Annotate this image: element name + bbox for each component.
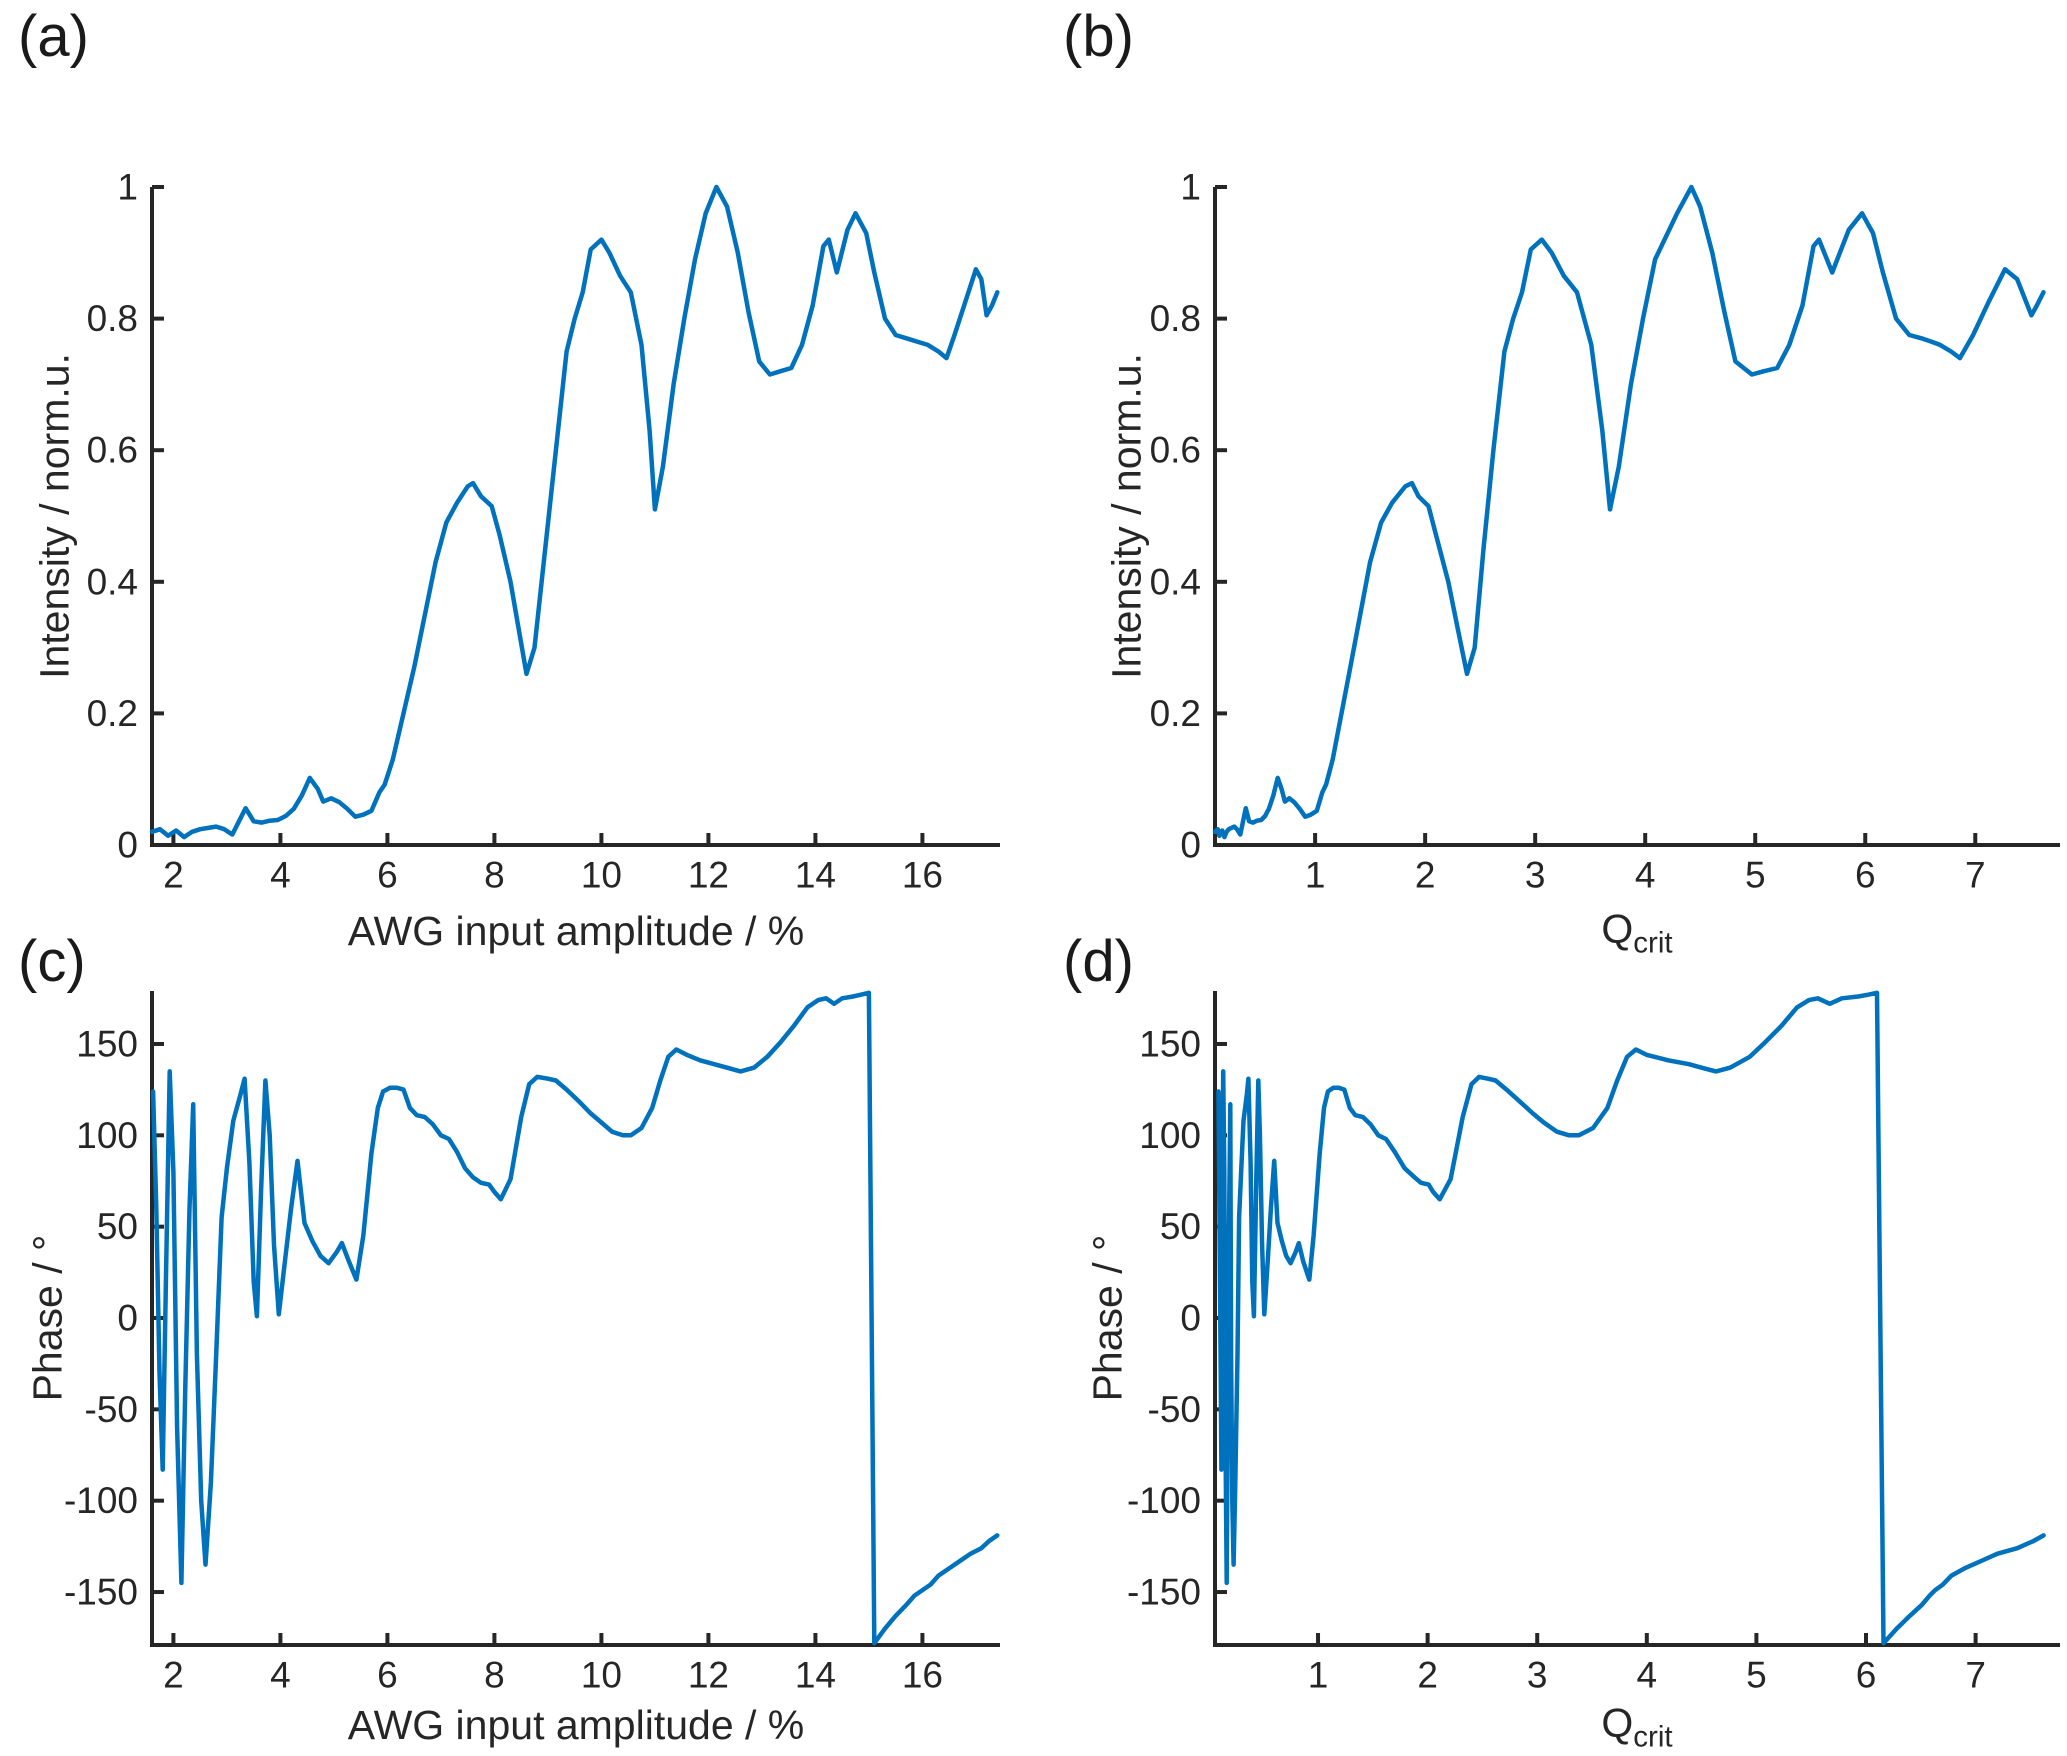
y-tick-label: 1 [1180, 167, 1201, 208]
x-tick-label: 16 [902, 854, 943, 895]
x-tick-label: 2 [1417, 1654, 1438, 1695]
y-tick-label: 150 [76, 1023, 138, 1064]
x-tick-label: 1 [1305, 854, 1326, 895]
y-tick-label: 0.6 [1150, 430, 1201, 471]
phase-vs-qcrit-curve [1216, 990, 2046, 1646]
panel-b-plot: 1 2 3 4 5 6 7 0 0.2 0.4 0.6 0.8 1 [1150, 167, 2060, 895]
intensity-vs-qcrit-curve [1212, 184, 2046, 840]
panel-a-letter: (a) [18, 4, 89, 69]
y-tick-label: -100 [1127, 1480, 1201, 1521]
x-tick-label: 2 [1415, 854, 1436, 895]
y-tick-label: 0 [1180, 1298, 1201, 1339]
y-tick-label: -150 [1127, 1572, 1201, 1613]
y-tick-label: 0.2 [1150, 693, 1201, 734]
x-tick-label: 8 [484, 1654, 505, 1695]
intensity-vs-awg-amplitude-curve [149, 184, 1000, 840]
y-tick-label: 0.4 [1150, 561, 1201, 602]
panel-d-plot: 1 2 3 4 5 6 7 -150 -100 -50 0 50 100 150 [1127, 990, 2060, 1695]
y-tick-label: 100 [1139, 1115, 1201, 1156]
y-tick-label: 0 [117, 1298, 138, 1339]
panel-a-plot: 2 4 6 8 10 12 14 16 0 0.2 0.4 0.6 0.8 1 [87, 167, 1000, 895]
panel-c-yaxis-label: Phase / ° [24, 1234, 71, 1402]
panel-c-plot: 2 4 6 8 10 12 14 16 -150 -100 -50 0 50 100 150 [64, 990, 1000, 1695]
panel-c-xaxis-label-text: AWG input amplitude / % [347, 1702, 805, 1748]
y-tick-label: 150 [1139, 1023, 1201, 1064]
x-tick-label: 12 [688, 1654, 729, 1695]
panel-a-yaxis-label: Intensity / norm.u. [31, 353, 78, 679]
x-tick-label: 4 [270, 854, 291, 895]
x-tick-label: 14 [795, 1654, 836, 1695]
x-tick-label: 6 [1855, 854, 1876, 895]
panel-d-xaxis-label: Qcrit [1601, 1700, 1672, 1754]
panel-b-xaxis-label: Qcrit [1601, 906, 1672, 960]
panel-b-yaxis-label: Intensity / norm.u. [1103, 353, 1150, 679]
x-tick-label: 3 [1527, 1654, 1548, 1695]
y-tick-label: -150 [64, 1572, 138, 1613]
y-tick-label: 1 [117, 167, 138, 208]
y-tick-label: 0.6 [87, 430, 138, 471]
x-tick-label: 6 [377, 854, 398, 895]
y-tick-label: 50 [97, 1206, 138, 1247]
y-tick-label: 0.2 [87, 693, 138, 734]
panel-b-letter: (b) [1063, 4, 1134, 69]
x-tick-label: 16 [902, 1654, 943, 1695]
x-tick-label: 4 [270, 1654, 291, 1695]
y-tick-label: 50 [1160, 1206, 1201, 1247]
y-tick-label: 0 [1180, 825, 1201, 866]
x-tick-label: 12 [688, 854, 729, 895]
x-tick-label: 5 [1745, 854, 1766, 895]
x-tick-label: 10 [581, 1654, 622, 1695]
x-tick-label: 1 [1308, 1654, 1329, 1695]
y-tick-label: 0.4 [87, 561, 138, 602]
axis-spines [150, 187, 1000, 847]
panel-b-xaxis-label-text: Q [1601, 906, 1634, 952]
y-tick-label: -50 [85, 1389, 138, 1430]
x-tick-label: 7 [1965, 854, 1986, 895]
panel-d-letter: (d) [1063, 929, 1134, 994]
x-tick-label: 2 [163, 854, 184, 895]
x-tick-label: 4 [1637, 1654, 1658, 1695]
x-tick-label: 3 [1525, 854, 1546, 895]
panel-d-xaxis-label-text: Q [1601, 1700, 1634, 1746]
x-tick-label: 4 [1635, 854, 1656, 895]
axis-spines [1213, 991, 2060, 1647]
x-tick-label: 6 [1856, 1654, 1877, 1695]
y-tick-label: 0.8 [87, 298, 138, 339]
y-tick-label: 100 [76, 1115, 138, 1156]
panel-c-letter: (c) [18, 929, 86, 994]
y-tick-label: 0 [117, 825, 138, 866]
x-tick-label: 6 [377, 1654, 398, 1695]
axis-spines [1213, 187, 2060, 847]
x-tick-label: 8 [484, 854, 505, 895]
x-tick-label: 10 [581, 854, 622, 895]
panel-d-yaxis-label: Phase / ° [1084, 1234, 1131, 1402]
axis-spines [150, 991, 1000, 1647]
panel-a-xaxis-label-text: AWG input amplitude / % [347, 908, 805, 954]
panel-b-xaxis-label-sub: crit [1633, 926, 1673, 960]
x-tick-label: 7 [1965, 1654, 1986, 1695]
y-tick-label: -100 [64, 1480, 138, 1521]
y-tick-label: -50 [1148, 1389, 1201, 1430]
y-tick-label: 0.8 [1150, 298, 1201, 339]
x-tick-label: 14 [795, 854, 836, 895]
panel-d-xaxis-label-sub: crit [1633, 1720, 1673, 1754]
phase-vs-awg-amplitude-curve [150, 990, 1000, 1646]
x-tick-label: 5 [1746, 1654, 1767, 1695]
x-tick-label: 2 [163, 1654, 184, 1695]
panel-a-xaxis-label: AWG input amplitude / % [348, 908, 805, 962]
panel-c-xaxis-label: AWG input amplitude / % [348, 1702, 805, 1756]
